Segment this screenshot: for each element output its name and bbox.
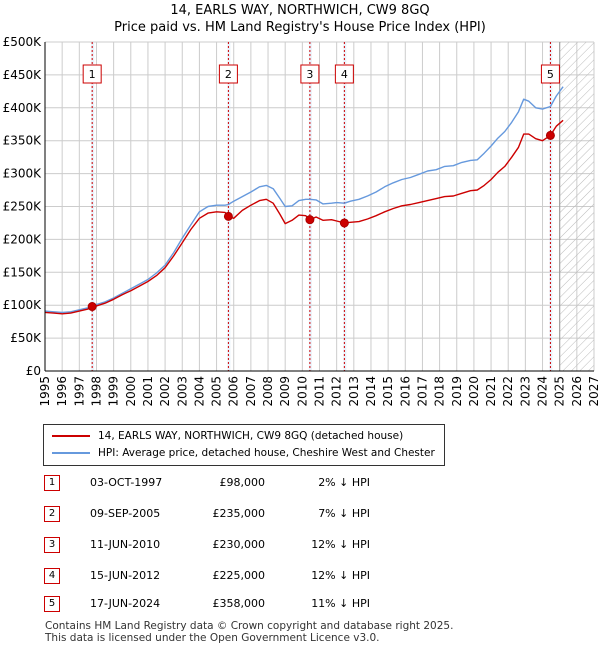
x-tick-label: 2022 <box>501 376 515 407</box>
sale-hpi-diff: 12% ↓ HPI <box>311 569 370 582</box>
x-tick-label: 2014 <box>364 376 378 407</box>
y-tick-label: £0 <box>26 364 41 378</box>
chart-subtitle: Price paid vs. HM Land Registry's House … <box>114 20 486 35</box>
y-tick-label: £200K <box>3 232 43 246</box>
x-tick-label: 2008 <box>261 376 275 407</box>
x-tick-label: 2013 <box>347 376 361 407</box>
footer-licence: This data is licensed under the Open Gov… <box>45 632 380 644</box>
y-tick-label: £300K <box>3 167 43 181</box>
x-tick-label: 2005 <box>210 376 224 407</box>
sale-number-box <box>300 64 320 84</box>
sale-number: 1 <box>44 475 60 491</box>
sale-hpi-diff: 11% ↓ HPI <box>311 597 370 610</box>
sale-number: 2 <box>44 506 60 522</box>
sale-point <box>305 215 315 225</box>
sale-price: £235,000 <box>212 507 266 520</box>
sale-price: £98,000 <box>219 476 266 489</box>
sale-number-box <box>540 64 560 84</box>
sale-number: 5 <box>44 596 60 612</box>
x-tick-label: 1995 <box>38 376 52 407</box>
y-tick-label: £450K <box>3 68 43 82</box>
sale-date: 03-OCT-1997 <box>90 476 163 489</box>
x-tick-label: 2012 <box>330 376 344 407</box>
sale-hpi-diff: 12% ↓ HPI <box>311 538 370 551</box>
sale-number-label: 5 <box>547 68 554 81</box>
sale-price: £225,000 <box>212 569 266 582</box>
x-tick-label: 2021 <box>484 376 498 407</box>
table-row: 1 03-OCT-1997 £98,000 2% ↓ HPI <box>0 473 600 493</box>
sale-point <box>223 211 233 221</box>
x-tick-label: 2000 <box>124 376 138 407</box>
sale-hpi-diff: 2% ↓ HPI <box>318 476 370 489</box>
sale-number: 4 <box>44 568 60 584</box>
x-tick-label: 2017 <box>415 376 429 407</box>
sale-number-label: 3 <box>306 68 313 81</box>
x-tick-label: 1999 <box>107 376 121 407</box>
sale-hpi-diff: 7% ↓ HPI <box>318 507 370 520</box>
sale-date: 09-SEP-2005 <box>90 507 161 520</box>
x-tick-label: 2023 <box>518 376 532 407</box>
x-tick-label: 2024 <box>536 376 550 407</box>
x-tick-label: 2007 <box>244 376 258 407</box>
x-tick-label: 1998 <box>89 376 103 407</box>
sale-number-box <box>334 64 354 84</box>
legend-label-property: 14, EARLS WAY, NORTHWICH, CW9 8GQ (detac… <box>98 430 404 442</box>
sale-date: 11-JUN-2010 <box>90 538 161 551</box>
x-tick-label: 2010 <box>295 376 309 407</box>
sale-number-label: 2 <box>225 68 232 81</box>
x-tick-label: 2020 <box>467 376 481 407</box>
x-tick-label: 2027 <box>587 376 600 407</box>
x-tick-label: 2018 <box>433 376 447 407</box>
table-row: 4 15-JUN-2012 £225,000 12% ↓ HPI <box>0 566 600 586</box>
price-chart: 1 2 3 4 5 £0 £50K £100K £150K £200K £250K £300K £35… <box>3 35 600 407</box>
x-tick-label: 1997 <box>72 376 86 407</box>
x-tick-label: 2015 <box>381 376 395 407</box>
y-tick-label: £50K <box>10 331 42 345</box>
table-row: 2 09-SEP-2005 £235,000 7% ↓ HPI <box>0 504 600 524</box>
y-tick-label: £250K <box>3 200 43 214</box>
sale-number: 3 <box>44 537 60 553</box>
sale-point <box>87 302 97 312</box>
sale-price: £358,000 <box>212 597 266 610</box>
y-tick-label: £150K <box>3 265 43 279</box>
x-tick-label: 2002 <box>158 376 172 407</box>
x-tick-label: 1996 <box>55 376 69 407</box>
legend-label-hpi: HPI: Average price, detached house, Ches… <box>98 447 435 459</box>
table-row: 3 11-JUN-2010 £230,000 12% ↓ HPI <box>0 535 600 555</box>
sale-date: 17-JUN-2024 <box>90 597 161 610</box>
y-tick-label: £100K <box>3 298 43 312</box>
sale-number-label: 1 <box>89 68 96 81</box>
y-tick-label: £350K <box>3 134 43 148</box>
series-line-hpi <box>44 86 564 314</box>
sale-number-box <box>218 64 238 84</box>
chart-legend: 14, EARLS WAY, NORTHWICH, CW9 8GQ (detac… <box>43 424 445 466</box>
x-tick-label: 2003 <box>175 376 189 407</box>
table-row: 5 17-JUN-2024 £358,000 11% ↓ HPI <box>0 594 600 614</box>
x-tick-label: 2026 <box>570 376 584 407</box>
sale-number-box <box>82 64 102 84</box>
x-tick-label: 2006 <box>227 376 241 407</box>
x-tick-label: 2019 <box>450 376 464 407</box>
sale-date: 15-JUN-2012 <box>90 569 161 582</box>
x-tick-label: 2011 <box>313 376 327 407</box>
sale-price: £230,000 <box>212 538 266 551</box>
y-tick-label: £400K <box>3 101 43 115</box>
legend-swatch-hpi <box>52 452 90 454</box>
y-tick-label: £500K <box>3 35 43 49</box>
footer-copyright: Contains HM Land Registry data © Crown c… <box>45 620 454 632</box>
x-tick-label: 2004 <box>192 376 206 407</box>
chart-title: 14, EARLS WAY, NORTHWICH, CW9 8GQ <box>170 3 430 18</box>
sale-number-label: 4 <box>341 68 348 81</box>
sale-point <box>545 130 555 140</box>
projection-area <box>559 42 594 371</box>
x-tick-label: 2016 <box>398 376 412 407</box>
legend-swatch-property <box>52 435 90 437</box>
x-tick-label: 2001 <box>141 376 155 407</box>
sale-point <box>339 218 349 228</box>
x-tick-label: 2009 <box>278 376 292 407</box>
x-tick-label: 2025 <box>553 376 567 407</box>
